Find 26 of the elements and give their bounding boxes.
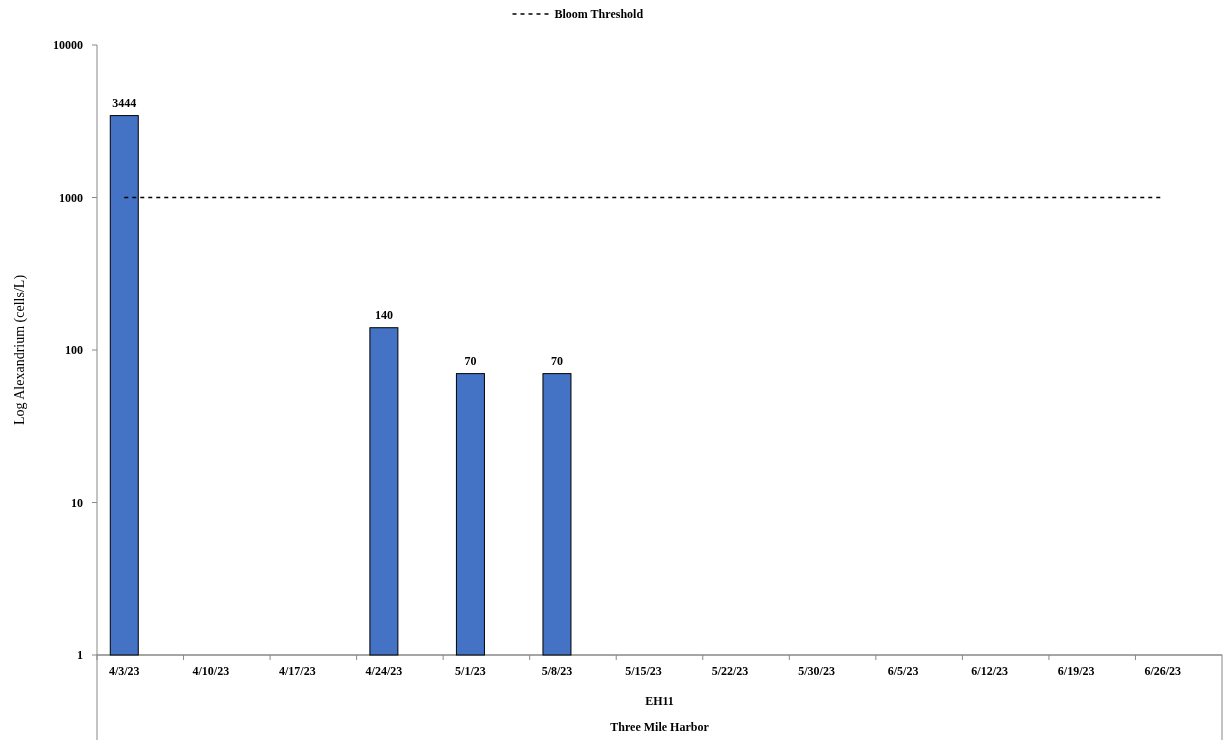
x-tick-label: 4/3/23	[108, 664, 140, 678]
legend-label: Bloom Threshold	[554, 7, 644, 21]
y-tick-label: 100	[65, 343, 83, 357]
x-tick-label: 5/30/23	[798, 664, 835, 678]
x-tick-label: 6/12/23	[971, 664, 1008, 678]
data-label: 140	[374, 307, 393, 322]
x-tick-label: 5/1/23	[455, 664, 486, 678]
y-tick-label: 1000	[59, 190, 83, 205]
data-label: 70	[464, 353, 477, 368]
x-tick-label: 4/10/23	[192, 664, 230, 678]
text: Three Mile Harbor	[610, 720, 710, 734]
y-tick-label: 1	[77, 648, 83, 662]
y-tick-label: 10000	[53, 38, 83, 52]
x-tick-label: 6/19/23	[1057, 664, 1095, 678]
data-label: 3444	[112, 95, 137, 110]
x-tick-label: 5/15/23	[625, 664, 662, 678]
x-tick-label: 4/17/23	[279, 664, 316, 678]
x-axis-title: EH11	[645, 694, 674, 708]
data-label: 70	[550, 353, 563, 368]
x-tick-label: 6/26/23	[1144, 664, 1182, 678]
y-tick-label: 10	[71, 495, 83, 510]
x-tick-label: 5/8/23	[541, 664, 573, 678]
x-tick-label: 4/24/23	[365, 664, 403, 678]
y-axis-title: Log Alexandrium (cells/L)	[12, 274, 28, 426]
x-tick-label: 5/22/23	[711, 664, 749, 678]
x-tick-label: 6/5/23	[887, 664, 919, 678]
